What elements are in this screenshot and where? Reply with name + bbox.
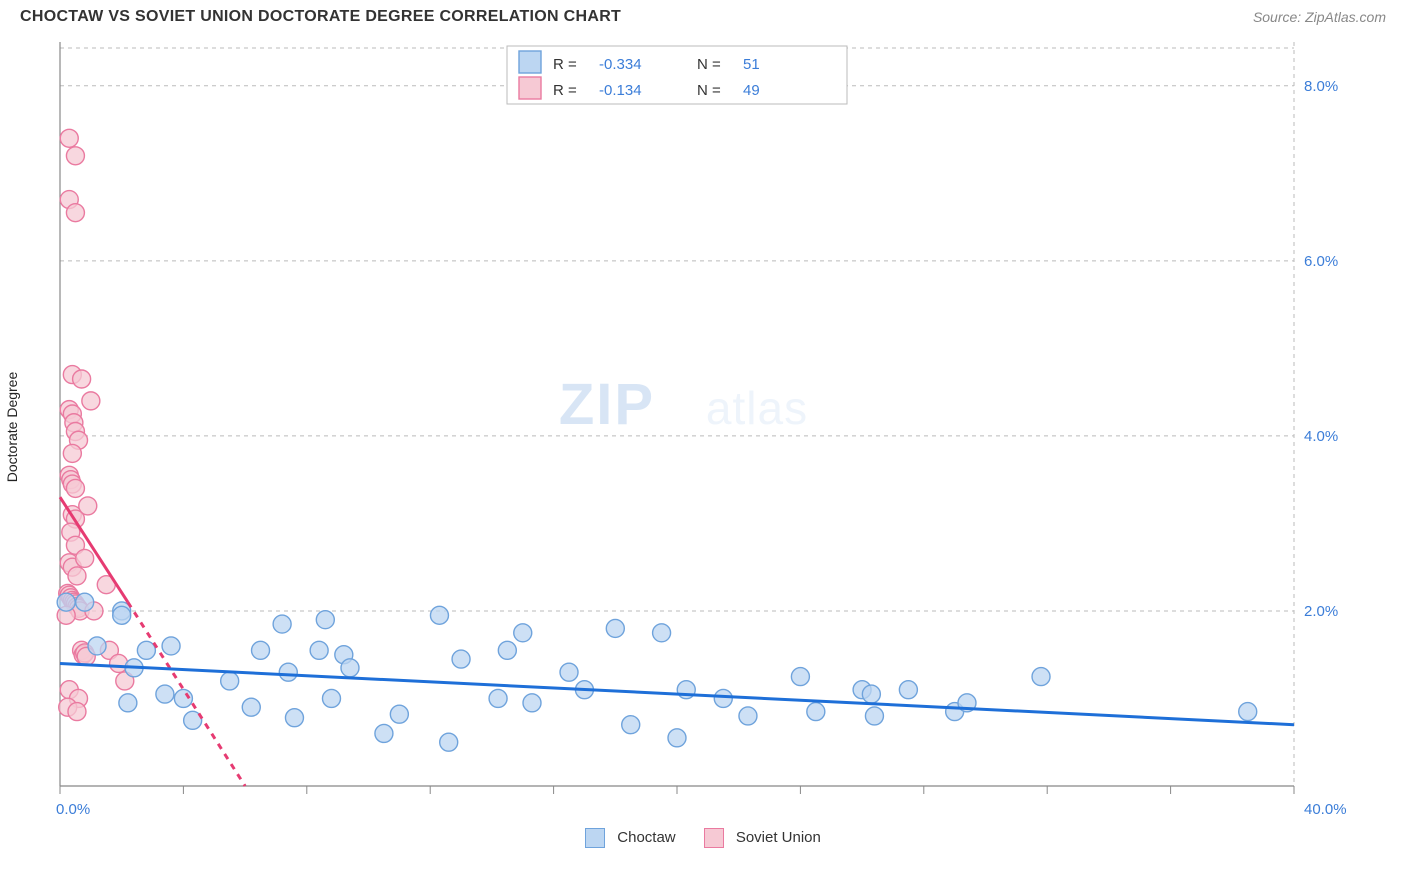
- legend-item-choctaw: Choctaw: [585, 828, 676, 848]
- svg-text:51: 51: [743, 56, 760, 73]
- legend-swatch-soviet: [704, 828, 724, 848]
- svg-text:4.0%: 4.0%: [1304, 428, 1338, 445]
- svg-text:R =: R =: [553, 82, 577, 99]
- svg-text:6.0%: 6.0%: [1304, 253, 1338, 270]
- svg-text:2.0%: 2.0%: [1304, 603, 1338, 620]
- plot-container: Doctorate Degree ZIPatlas2.0%4.0%6.0%8.0…: [20, 32, 1386, 822]
- legend-bottom: Choctaw Soviet Union: [0, 828, 1406, 848]
- svg-text:-0.334: -0.334: [599, 56, 642, 73]
- svg-text:atlas: atlas: [706, 382, 808, 434]
- svg-text:40.0%: 40.0%: [1304, 801, 1347, 818]
- legend-label-soviet: Soviet Union: [736, 829, 821, 846]
- scatter-chart: ZIP atlas 2.0% 4.0% 6.0% 8.0% 0.0% 40.0% R = -0.3…: [20, 32, 1350, 822]
- svg-text:N =: N =: [697, 56, 721, 73]
- svg-text:ZIP: ZIP: [559, 372, 655, 437]
- svg-text:49: 49: [743, 82, 760, 99]
- svg-text:R =: R =: [553, 56, 577, 73]
- svg-text:0.0%: 0.0%: [56, 801, 90, 818]
- chart-header: CHOCTAW VS SOVIET UNION DOCTORATE DEGREE…: [0, 0, 1406, 30]
- svg-text:-0.134: -0.134: [599, 82, 642, 99]
- legend-label-choctaw: Choctaw: [617, 829, 675, 846]
- svg-text:N =: N =: [697, 82, 721, 99]
- legend-swatch-choctaw: [585, 828, 605, 848]
- svg-text:8.0%: 8.0%: [1304, 78, 1338, 95]
- chart-title: CHOCTAW VS SOVIET UNION DOCTORATE DEGREE…: [20, 8, 621, 26]
- source-attribution: Source: ZipAtlas.com: [1253, 9, 1386, 25]
- y-axis-label: Doctorate Degree: [4, 372, 20, 483]
- legend-item-soviet: Soviet Union: [704, 828, 821, 848]
